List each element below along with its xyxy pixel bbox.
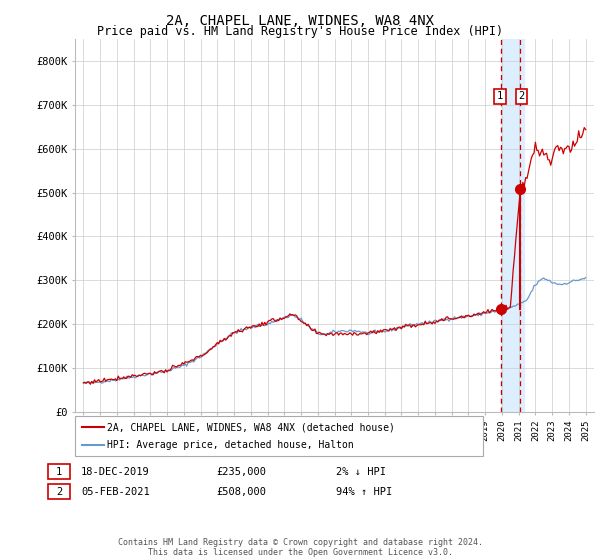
Text: Price paid vs. HM Land Registry's House Price Index (HPI): Price paid vs. HM Land Registry's House … xyxy=(97,25,503,38)
Text: £508,000: £508,000 xyxy=(216,487,266,497)
Text: 1: 1 xyxy=(56,466,62,477)
Text: 1: 1 xyxy=(497,91,503,101)
Text: 94% ↑ HPI: 94% ↑ HPI xyxy=(336,487,392,497)
Text: 2: 2 xyxy=(518,91,524,101)
Text: Contains HM Land Registry data © Crown copyright and database right 2024.
This d: Contains HM Land Registry data © Crown c… xyxy=(118,538,482,557)
Bar xyxy=(501,39,524,412)
Text: 18-DEC-2019: 18-DEC-2019 xyxy=(81,466,150,477)
Text: 05-FEB-2021: 05-FEB-2021 xyxy=(81,487,150,497)
Text: £235,000: £235,000 xyxy=(216,466,266,477)
Text: 2: 2 xyxy=(56,487,62,497)
Text: 2A, CHAPEL LANE, WIDNES, WA8 4NX (detached house): 2A, CHAPEL LANE, WIDNES, WA8 4NX (detach… xyxy=(107,422,395,432)
Text: 2% ↓ HPI: 2% ↓ HPI xyxy=(336,466,386,477)
Text: 2A, CHAPEL LANE, WIDNES, WA8 4NX: 2A, CHAPEL LANE, WIDNES, WA8 4NX xyxy=(166,14,434,28)
Text: HPI: Average price, detached house, Halton: HPI: Average price, detached house, Halt… xyxy=(107,440,353,450)
